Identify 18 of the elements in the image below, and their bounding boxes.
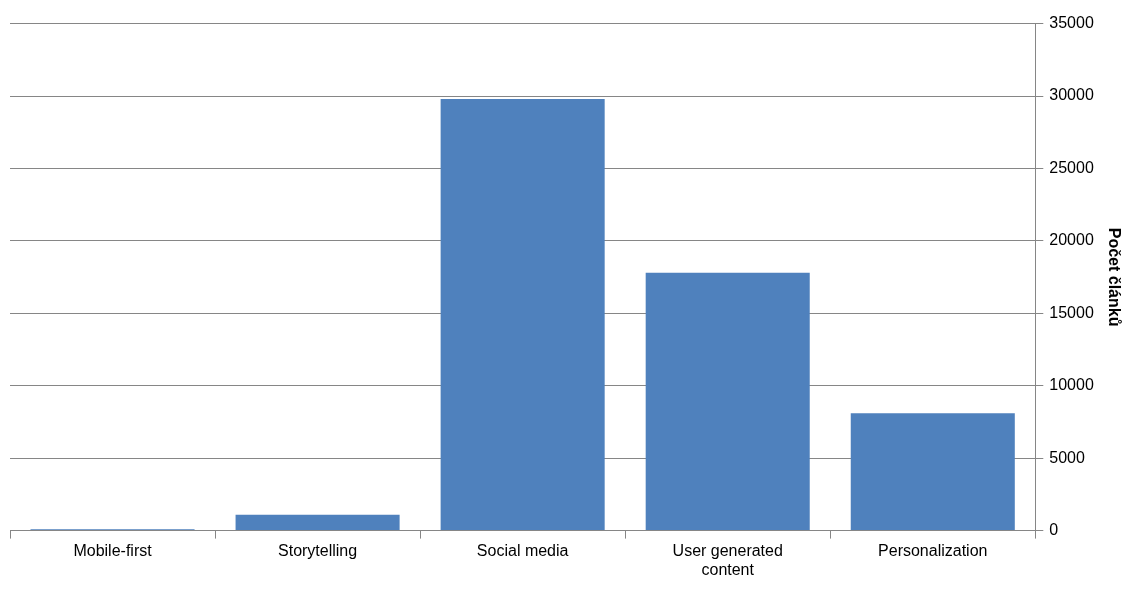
bar xyxy=(235,514,400,531)
y-tick-label: 10000 xyxy=(1049,376,1094,394)
y-tick-label: 25000 xyxy=(1049,158,1094,176)
bar xyxy=(850,413,1015,531)
y-tick-label: 20000 xyxy=(1049,231,1094,249)
x-tick-label: Personalization xyxy=(878,541,988,559)
x-tick-label: User generated content xyxy=(672,541,783,578)
bar xyxy=(440,98,605,531)
bar xyxy=(645,272,810,531)
y-axis-title: Počet článků xyxy=(1105,227,1123,327)
x-tick-label: Mobile-first xyxy=(73,541,153,559)
y-tick-label: 5000 xyxy=(1049,448,1085,466)
y-tick-label: 15000 xyxy=(1049,303,1094,321)
x-tick-label: Social media xyxy=(476,541,569,559)
y-tick-label: 35000 xyxy=(1049,14,1094,32)
x-tick-label: Storytelling xyxy=(278,541,358,559)
y-tick-label: 30000 xyxy=(1049,86,1094,104)
y-tick-label: 0 xyxy=(1049,521,1059,539)
